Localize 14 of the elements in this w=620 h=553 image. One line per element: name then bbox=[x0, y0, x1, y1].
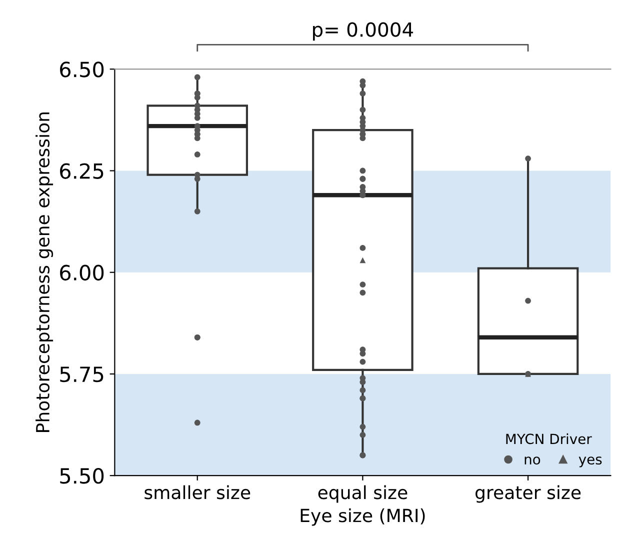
x-tick-label: greater size bbox=[476, 485, 581, 503]
legend-label: yes bbox=[578, 456, 602, 468]
x-tick-label: equal size bbox=[318, 485, 408, 503]
x-tick-label: smaller size bbox=[144, 485, 250, 500]
y-tick-label: 5.75 bbox=[60, 366, 104, 382]
x-axis-title: Eye size (MRI) bbox=[300, 508, 425, 526]
legend-label: no bbox=[524, 456, 540, 465]
y-tick-label: 6.25 bbox=[60, 163, 104, 179]
y-tick-label: 5.50 bbox=[60, 468, 104, 484]
legend-title: MYCN Driver bbox=[506, 433, 592, 444]
y-axis-title: Photoreceptorness gene expression bbox=[36, 112, 54, 432]
y-tick-label: 6.00 bbox=[60, 264, 104, 281]
y-tick-label: 6.50 bbox=[60, 62, 104, 78]
text: p= 0.0004 bbox=[313, 22, 414, 41]
